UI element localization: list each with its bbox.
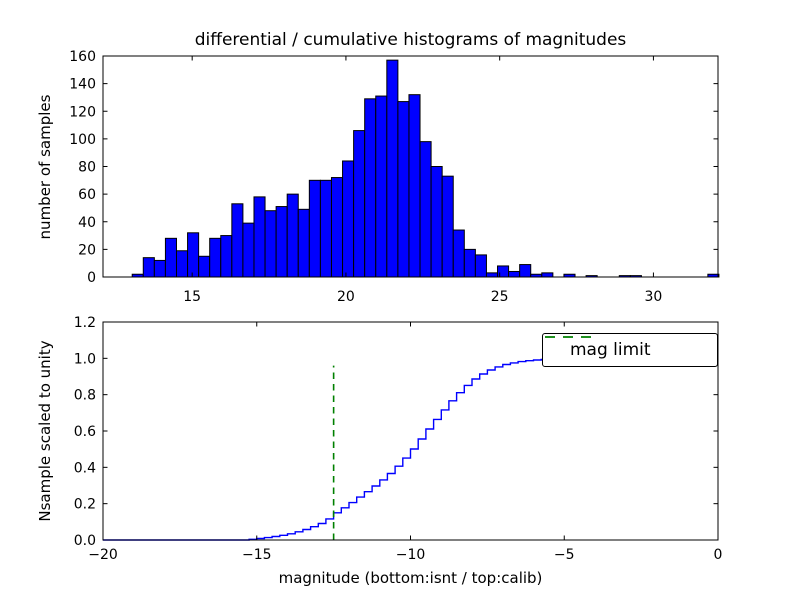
histogram-bar: [330, 177, 344, 278]
bottom-ytick-label: 0.4: [74, 460, 96, 476]
histogram-bar: [541, 272, 554, 278]
top-xtick-label: 15: [183, 289, 201, 305]
top-ytick-label: 120: [69, 104, 96, 120]
top-ytick-label: 140: [69, 77, 96, 93]
chart-title: differential / cumulative histograms of …: [194, 30, 627, 50]
top-ylabel: number of samples: [36, 94, 54, 240]
bottom-ytick-label: 1.2: [74, 315, 96, 331]
bottom-xtick-label: −10: [396, 547, 426, 563]
legend: mag limit: [542, 333, 718, 367]
histogram-bar: [286, 193, 299, 278]
bottom-ytick-label: 0.2: [74, 497, 96, 513]
histogram-bar: [430, 166, 443, 278]
bottom-xtick-label: −15: [242, 547, 272, 563]
histogram-bar: [441, 175, 454, 278]
histogram-bar: [198, 255, 211, 278]
bottom-ytick-label: 0.6: [74, 424, 96, 440]
top-ytick-label: 160: [69, 49, 96, 65]
histogram-bar: [242, 222, 255, 278]
histogram-bar: [209, 237, 222, 278]
histogram-bar: [408, 94, 421, 278]
top-ytick-label: 100: [69, 132, 96, 148]
legend-label: mag limit: [570, 340, 651, 360]
histogram-bar: [220, 235, 233, 278]
cumulative-curve: [103, 357, 718, 541]
histogram-bar: [386, 59, 399, 278]
bottom-xtick-label: 0: [714, 547, 723, 563]
bottom-xtick-label: −5: [554, 547, 575, 563]
histogram-bar: [175, 250, 189, 278]
bottom-xtick-label: −20: [88, 547, 118, 563]
histogram-bar: [508, 270, 521, 278]
histogram-bar: [519, 264, 532, 278]
bottom-ytick-label: 0.0: [74, 533, 96, 549]
histogram-bar: [375, 95, 388, 278]
dashed-line-icon: [545, 336, 597, 338]
histogram-bar: [275, 206, 288, 278]
bottom-ytick-label: 0.8: [74, 388, 96, 404]
histogram-bar: [231, 203, 244, 278]
top-ytick-label: 60: [78, 187, 96, 203]
top-xtick-label: 25: [491, 289, 509, 305]
top-ytick-label: 20: [78, 242, 96, 258]
histogram-bar: [297, 208, 310, 278]
top-xtick-label: 20: [337, 289, 355, 305]
histogram-bar: [452, 229, 465, 278]
histogram-bar: [319, 179, 332, 278]
histogram-bar: [485, 272, 499, 278]
histogram-bar: [164, 237, 177, 278]
histogram-bar: [419, 141, 432, 278]
histogram-bar: [142, 257, 155, 278]
x-axis-label: magnitude (bottom:isnt / top:calib): [278, 569, 543, 587]
top-xtick-label: 30: [645, 289, 663, 305]
histogram-bar: [364, 98, 377, 278]
histogram-bar: [463, 248, 476, 278]
histogram-bar: [153, 259, 166, 278]
histogram-bar: [187, 232, 200, 278]
histogram-bar: [353, 130, 366, 278]
top-ytick-label: 40: [78, 215, 96, 231]
histogram-bar: [308, 179, 321, 278]
histogram-bar: [342, 160, 355, 278]
bottom-ylabel: Nsample scaled to unity: [36, 340, 54, 522]
histogram-bar: [397, 101, 410, 278]
histogram-bar: [253, 196, 266, 278]
histogram-bar: [264, 210, 277, 278]
histogram-bar: [474, 254, 487, 278]
bottom-ytick-label: 1.0: [74, 351, 96, 367]
top-ytick-label: 80: [78, 160, 96, 176]
top-ytick-label: 0: [87, 270, 96, 286]
